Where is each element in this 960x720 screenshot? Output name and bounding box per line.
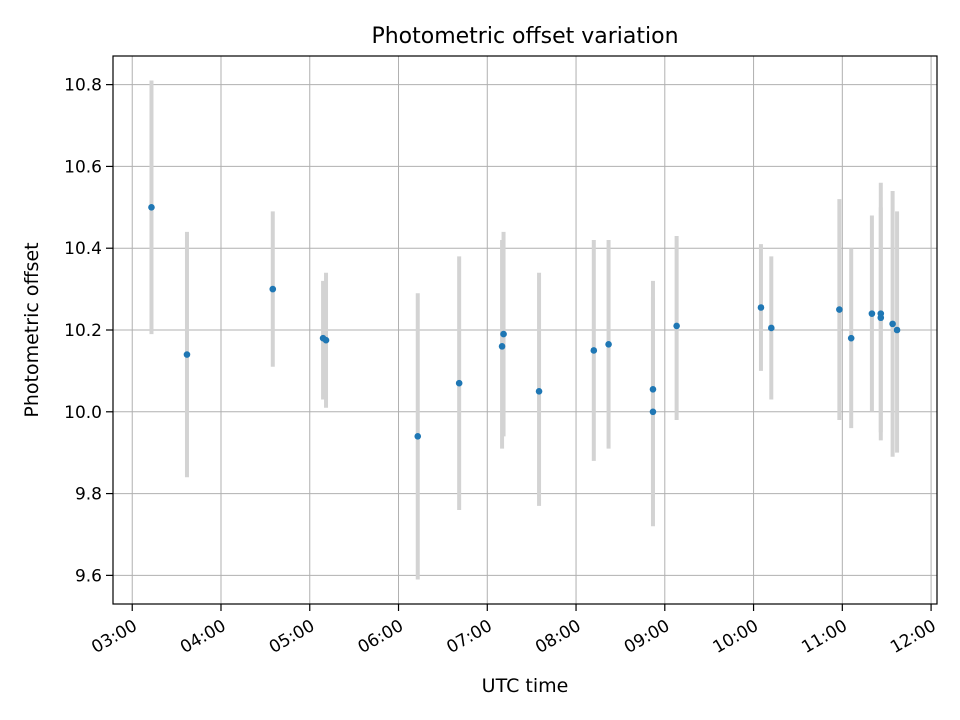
data-point <box>868 310 876 317</box>
data-point <box>836 306 843 313</box>
data-point <box>269 285 277 293</box>
data-point <box>500 330 507 338</box>
data-point <box>535 388 543 395</box>
data-point <box>768 324 775 332</box>
y-tick-label: 9.6 <box>75 566 102 586</box>
data-point <box>757 304 765 311</box>
y-axis-label: Photometric offset <box>21 242 43 417</box>
x-axis-label: UTC time <box>482 675 569 697</box>
data-point <box>414 433 422 440</box>
y-tick-label: 9.8 <box>75 485 102 505</box>
data-point <box>847 334 855 342</box>
y-tick-label: 10.8 <box>64 76 102 96</box>
data-point <box>673 322 680 330</box>
data-point <box>498 343 506 350</box>
data-point <box>183 351 191 358</box>
data-point <box>649 408 657 416</box>
grid-lines <box>113 56 937 604</box>
data-points <box>148 204 901 440</box>
chart-title: Photometric offset variation <box>371 24 678 49</box>
y-axis-ticks: 9.6 9.8 10.0 10.2 10.4 10.6 10.8 <box>64 76 113 586</box>
y-tick-label: 10.4 <box>64 239 102 259</box>
data-point <box>877 314 885 322</box>
data-point <box>455 379 463 387</box>
data-point <box>322 336 330 344</box>
data-point <box>148 204 155 211</box>
y-tick-label: 10.2 <box>64 321 102 341</box>
data-point <box>649 385 657 393</box>
data-point <box>889 320 896 328</box>
data-point <box>893 326 901 334</box>
y-tick-label: 10.6 <box>64 157 102 177</box>
data-point <box>605 341 612 348</box>
data-point <box>590 347 598 354</box>
y-tick-label: 10.0 <box>64 403 102 423</box>
